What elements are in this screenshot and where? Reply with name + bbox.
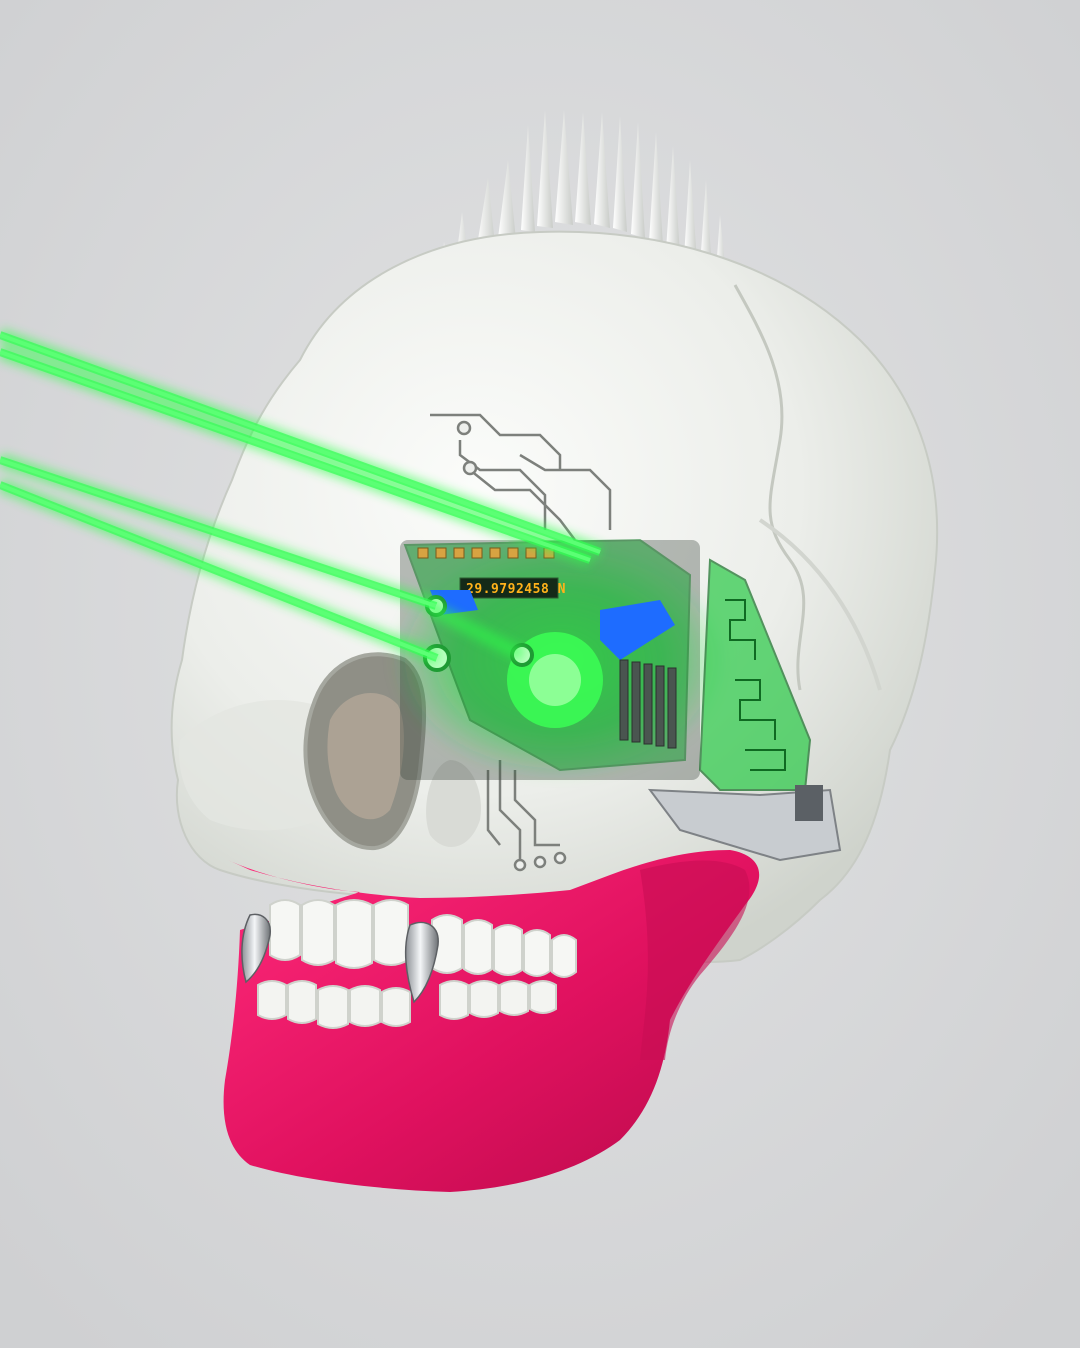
connector-pin (795, 785, 823, 821)
upper-teeth (269, 899, 577, 978)
heat-sink (619, 659, 677, 749)
circuit-traces (430, 413, 612, 870)
circuit-board-icon: 29.9792458 N (390, 538, 842, 862)
suture-line (733, 284, 806, 691)
blue-bracket (600, 600, 675, 660)
fang-icon (404, 921, 439, 1004)
laser-beam-icon (0, 328, 603, 665)
maze-traces (725, 599, 786, 771)
eye-socket-inner (327, 693, 404, 820)
nasal-cavity (426, 760, 481, 847)
eye-lens-core (529, 654, 581, 706)
lower-teeth (257, 980, 557, 1029)
jaw-ramus (640, 860, 750, 1060)
connector-clamp (647, 788, 842, 862)
chip-row (417, 547, 555, 559)
fang-icon (241, 913, 271, 984)
temporal-ridge (758, 518, 882, 691)
readout-text: 29.9792458 N (466, 582, 566, 597)
circuit-nodes (456, 420, 567, 872)
readout-panel (459, 577, 559, 599)
